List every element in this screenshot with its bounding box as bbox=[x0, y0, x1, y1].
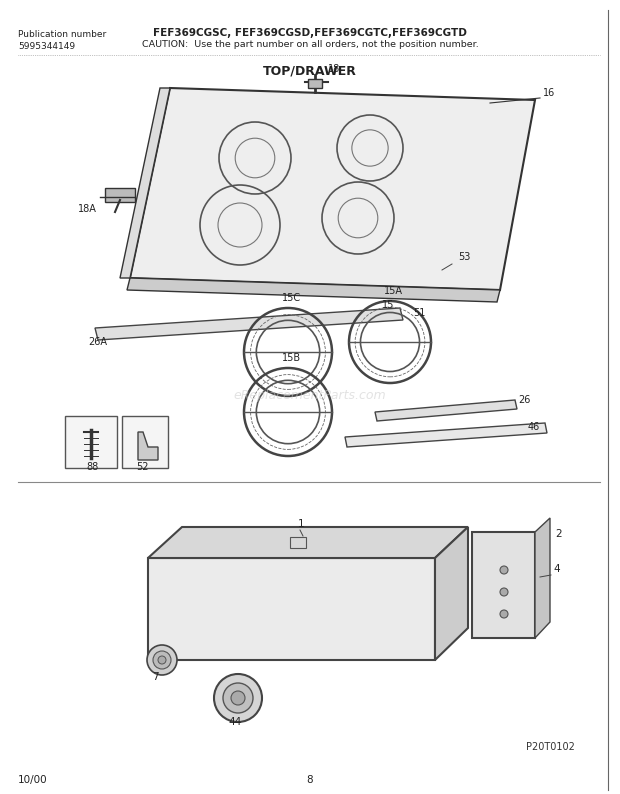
Text: 18: 18 bbox=[328, 64, 340, 74]
Text: 4: 4 bbox=[553, 564, 560, 574]
Circle shape bbox=[231, 691, 245, 705]
Text: P20T0102: P20T0102 bbox=[526, 742, 575, 752]
Text: 26A: 26A bbox=[88, 337, 107, 347]
Text: eReplacementParts.com: eReplacementParts.com bbox=[234, 388, 386, 402]
Text: 46: 46 bbox=[528, 422, 540, 432]
Text: Publication number: Publication number bbox=[18, 30, 106, 39]
Polygon shape bbox=[472, 532, 535, 638]
Circle shape bbox=[500, 566, 508, 574]
Text: 44: 44 bbox=[228, 717, 241, 727]
Polygon shape bbox=[375, 400, 517, 421]
Bar bbox=[308, 79, 322, 88]
Text: 15: 15 bbox=[382, 300, 394, 310]
Text: 53: 53 bbox=[458, 252, 471, 262]
Polygon shape bbox=[435, 527, 468, 660]
Text: 15C: 15C bbox=[282, 293, 301, 303]
Text: 1: 1 bbox=[298, 519, 304, 529]
Text: 2: 2 bbox=[555, 529, 562, 539]
Text: 7: 7 bbox=[152, 672, 159, 682]
Text: 88: 88 bbox=[86, 462, 98, 472]
Text: 18A: 18A bbox=[78, 204, 97, 214]
Bar bbox=[65, 416, 117, 468]
Text: 5995344149: 5995344149 bbox=[18, 42, 75, 51]
Text: 15B: 15B bbox=[282, 353, 301, 363]
Text: 26: 26 bbox=[518, 395, 530, 405]
Circle shape bbox=[147, 645, 177, 675]
Polygon shape bbox=[120, 88, 170, 278]
Circle shape bbox=[158, 656, 166, 664]
Text: 51: 51 bbox=[413, 308, 425, 318]
Text: 52: 52 bbox=[136, 462, 149, 472]
Polygon shape bbox=[148, 527, 468, 558]
Text: 10/00: 10/00 bbox=[18, 775, 48, 785]
Polygon shape bbox=[130, 88, 535, 290]
Polygon shape bbox=[535, 518, 550, 638]
Bar bbox=[122, 416, 168, 468]
Circle shape bbox=[500, 610, 508, 618]
Text: CAUTION:  Use the part number on all orders, not the position number.: CAUTION: Use the part number on all orde… bbox=[141, 40, 479, 49]
Text: 16: 16 bbox=[543, 88, 556, 98]
Text: 15A: 15A bbox=[384, 286, 403, 296]
Bar bbox=[290, 537, 306, 548]
Text: FEF369CGSC, FEF369CGSD,FEF369CGTC,FEF369CGTD: FEF369CGSC, FEF369CGSD,FEF369CGTC,FEF369… bbox=[153, 28, 467, 38]
Text: 8: 8 bbox=[307, 775, 313, 785]
Circle shape bbox=[153, 651, 171, 669]
Polygon shape bbox=[148, 558, 435, 660]
Polygon shape bbox=[95, 308, 403, 340]
Bar bbox=[105, 188, 135, 202]
Polygon shape bbox=[127, 278, 500, 302]
Text: TOP/DRAWER: TOP/DRAWER bbox=[263, 65, 357, 78]
Polygon shape bbox=[345, 423, 547, 447]
Polygon shape bbox=[138, 432, 158, 460]
Circle shape bbox=[223, 683, 253, 713]
Circle shape bbox=[500, 588, 508, 596]
Circle shape bbox=[214, 674, 262, 722]
